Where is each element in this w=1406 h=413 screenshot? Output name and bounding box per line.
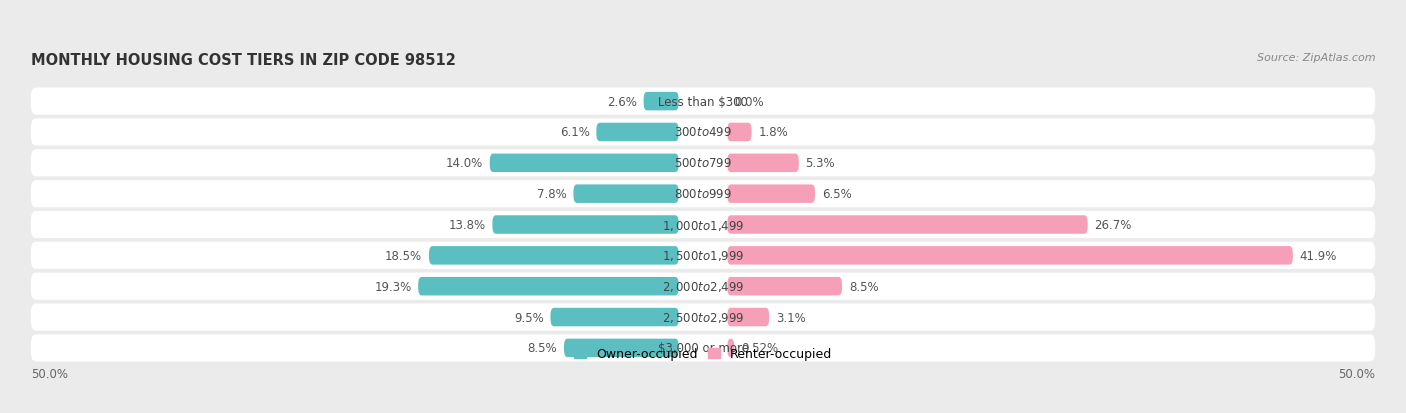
Text: 13.8%: 13.8% (449, 218, 485, 231)
FancyBboxPatch shape (727, 308, 769, 327)
FancyBboxPatch shape (727, 339, 734, 357)
FancyBboxPatch shape (727, 154, 799, 173)
FancyBboxPatch shape (679, 277, 727, 296)
FancyBboxPatch shape (679, 93, 727, 111)
Text: $300 to $499: $300 to $499 (673, 126, 733, 139)
FancyBboxPatch shape (429, 247, 679, 265)
FancyBboxPatch shape (31, 211, 1375, 238)
Text: 50.0%: 50.0% (1339, 367, 1375, 380)
FancyBboxPatch shape (31, 273, 1375, 300)
Text: 6.5%: 6.5% (821, 188, 852, 201)
FancyBboxPatch shape (727, 185, 815, 204)
Text: 6.1%: 6.1% (560, 126, 589, 139)
Text: $2,000 to $2,499: $2,000 to $2,499 (662, 280, 744, 294)
FancyBboxPatch shape (727, 247, 1294, 265)
FancyBboxPatch shape (679, 339, 727, 357)
Text: $2,500 to $2,999: $2,500 to $2,999 (662, 310, 744, 324)
FancyBboxPatch shape (489, 154, 679, 173)
Text: 7.8%: 7.8% (537, 188, 567, 201)
FancyBboxPatch shape (574, 185, 679, 204)
Text: 41.9%: 41.9% (1299, 249, 1337, 262)
Text: 2.6%: 2.6% (607, 95, 637, 108)
FancyBboxPatch shape (31, 88, 1375, 115)
FancyBboxPatch shape (31, 304, 1375, 331)
FancyBboxPatch shape (679, 185, 727, 204)
Text: 3.1%: 3.1% (776, 311, 806, 324)
Text: 0.0%: 0.0% (734, 95, 763, 108)
Text: 14.0%: 14.0% (446, 157, 484, 170)
Text: 9.5%: 9.5% (515, 311, 544, 324)
FancyBboxPatch shape (727, 123, 752, 142)
FancyBboxPatch shape (551, 308, 679, 327)
Legend: Owner-occupied, Renter-occupied: Owner-occupied, Renter-occupied (574, 347, 832, 361)
FancyBboxPatch shape (679, 216, 727, 234)
Text: 19.3%: 19.3% (374, 280, 412, 293)
FancyBboxPatch shape (31, 150, 1375, 177)
Text: $500 to $799: $500 to $799 (673, 157, 733, 170)
Text: Source: ZipAtlas.com: Source: ZipAtlas.com (1257, 52, 1375, 63)
FancyBboxPatch shape (31, 242, 1375, 269)
Text: 5.3%: 5.3% (806, 157, 835, 170)
FancyBboxPatch shape (564, 339, 679, 357)
Text: 1.8%: 1.8% (758, 126, 789, 139)
Text: 18.5%: 18.5% (385, 249, 422, 262)
FancyBboxPatch shape (596, 123, 679, 142)
FancyBboxPatch shape (31, 335, 1375, 362)
Text: MONTHLY HOUSING COST TIERS IN ZIP CODE 98512: MONTHLY HOUSING COST TIERS IN ZIP CODE 9… (31, 52, 456, 68)
FancyBboxPatch shape (31, 180, 1375, 208)
Text: Less than $300: Less than $300 (658, 95, 748, 108)
FancyBboxPatch shape (644, 93, 679, 111)
Text: $800 to $999: $800 to $999 (673, 188, 733, 201)
Text: $1,500 to $1,999: $1,500 to $1,999 (662, 249, 744, 263)
FancyBboxPatch shape (679, 247, 727, 265)
Text: 8.5%: 8.5% (527, 342, 557, 354)
FancyBboxPatch shape (31, 119, 1375, 146)
FancyBboxPatch shape (679, 123, 727, 142)
FancyBboxPatch shape (727, 277, 842, 296)
FancyBboxPatch shape (679, 154, 727, 173)
FancyBboxPatch shape (727, 216, 1088, 234)
Text: 50.0%: 50.0% (31, 367, 67, 380)
Text: 26.7%: 26.7% (1094, 218, 1132, 231)
Text: $1,000 to $1,499: $1,000 to $1,499 (662, 218, 744, 232)
Text: $3,000 or more: $3,000 or more (658, 342, 748, 354)
FancyBboxPatch shape (418, 277, 679, 296)
FancyBboxPatch shape (492, 216, 679, 234)
Text: 8.5%: 8.5% (849, 280, 879, 293)
Text: 0.52%: 0.52% (741, 342, 778, 354)
FancyBboxPatch shape (679, 308, 727, 327)
